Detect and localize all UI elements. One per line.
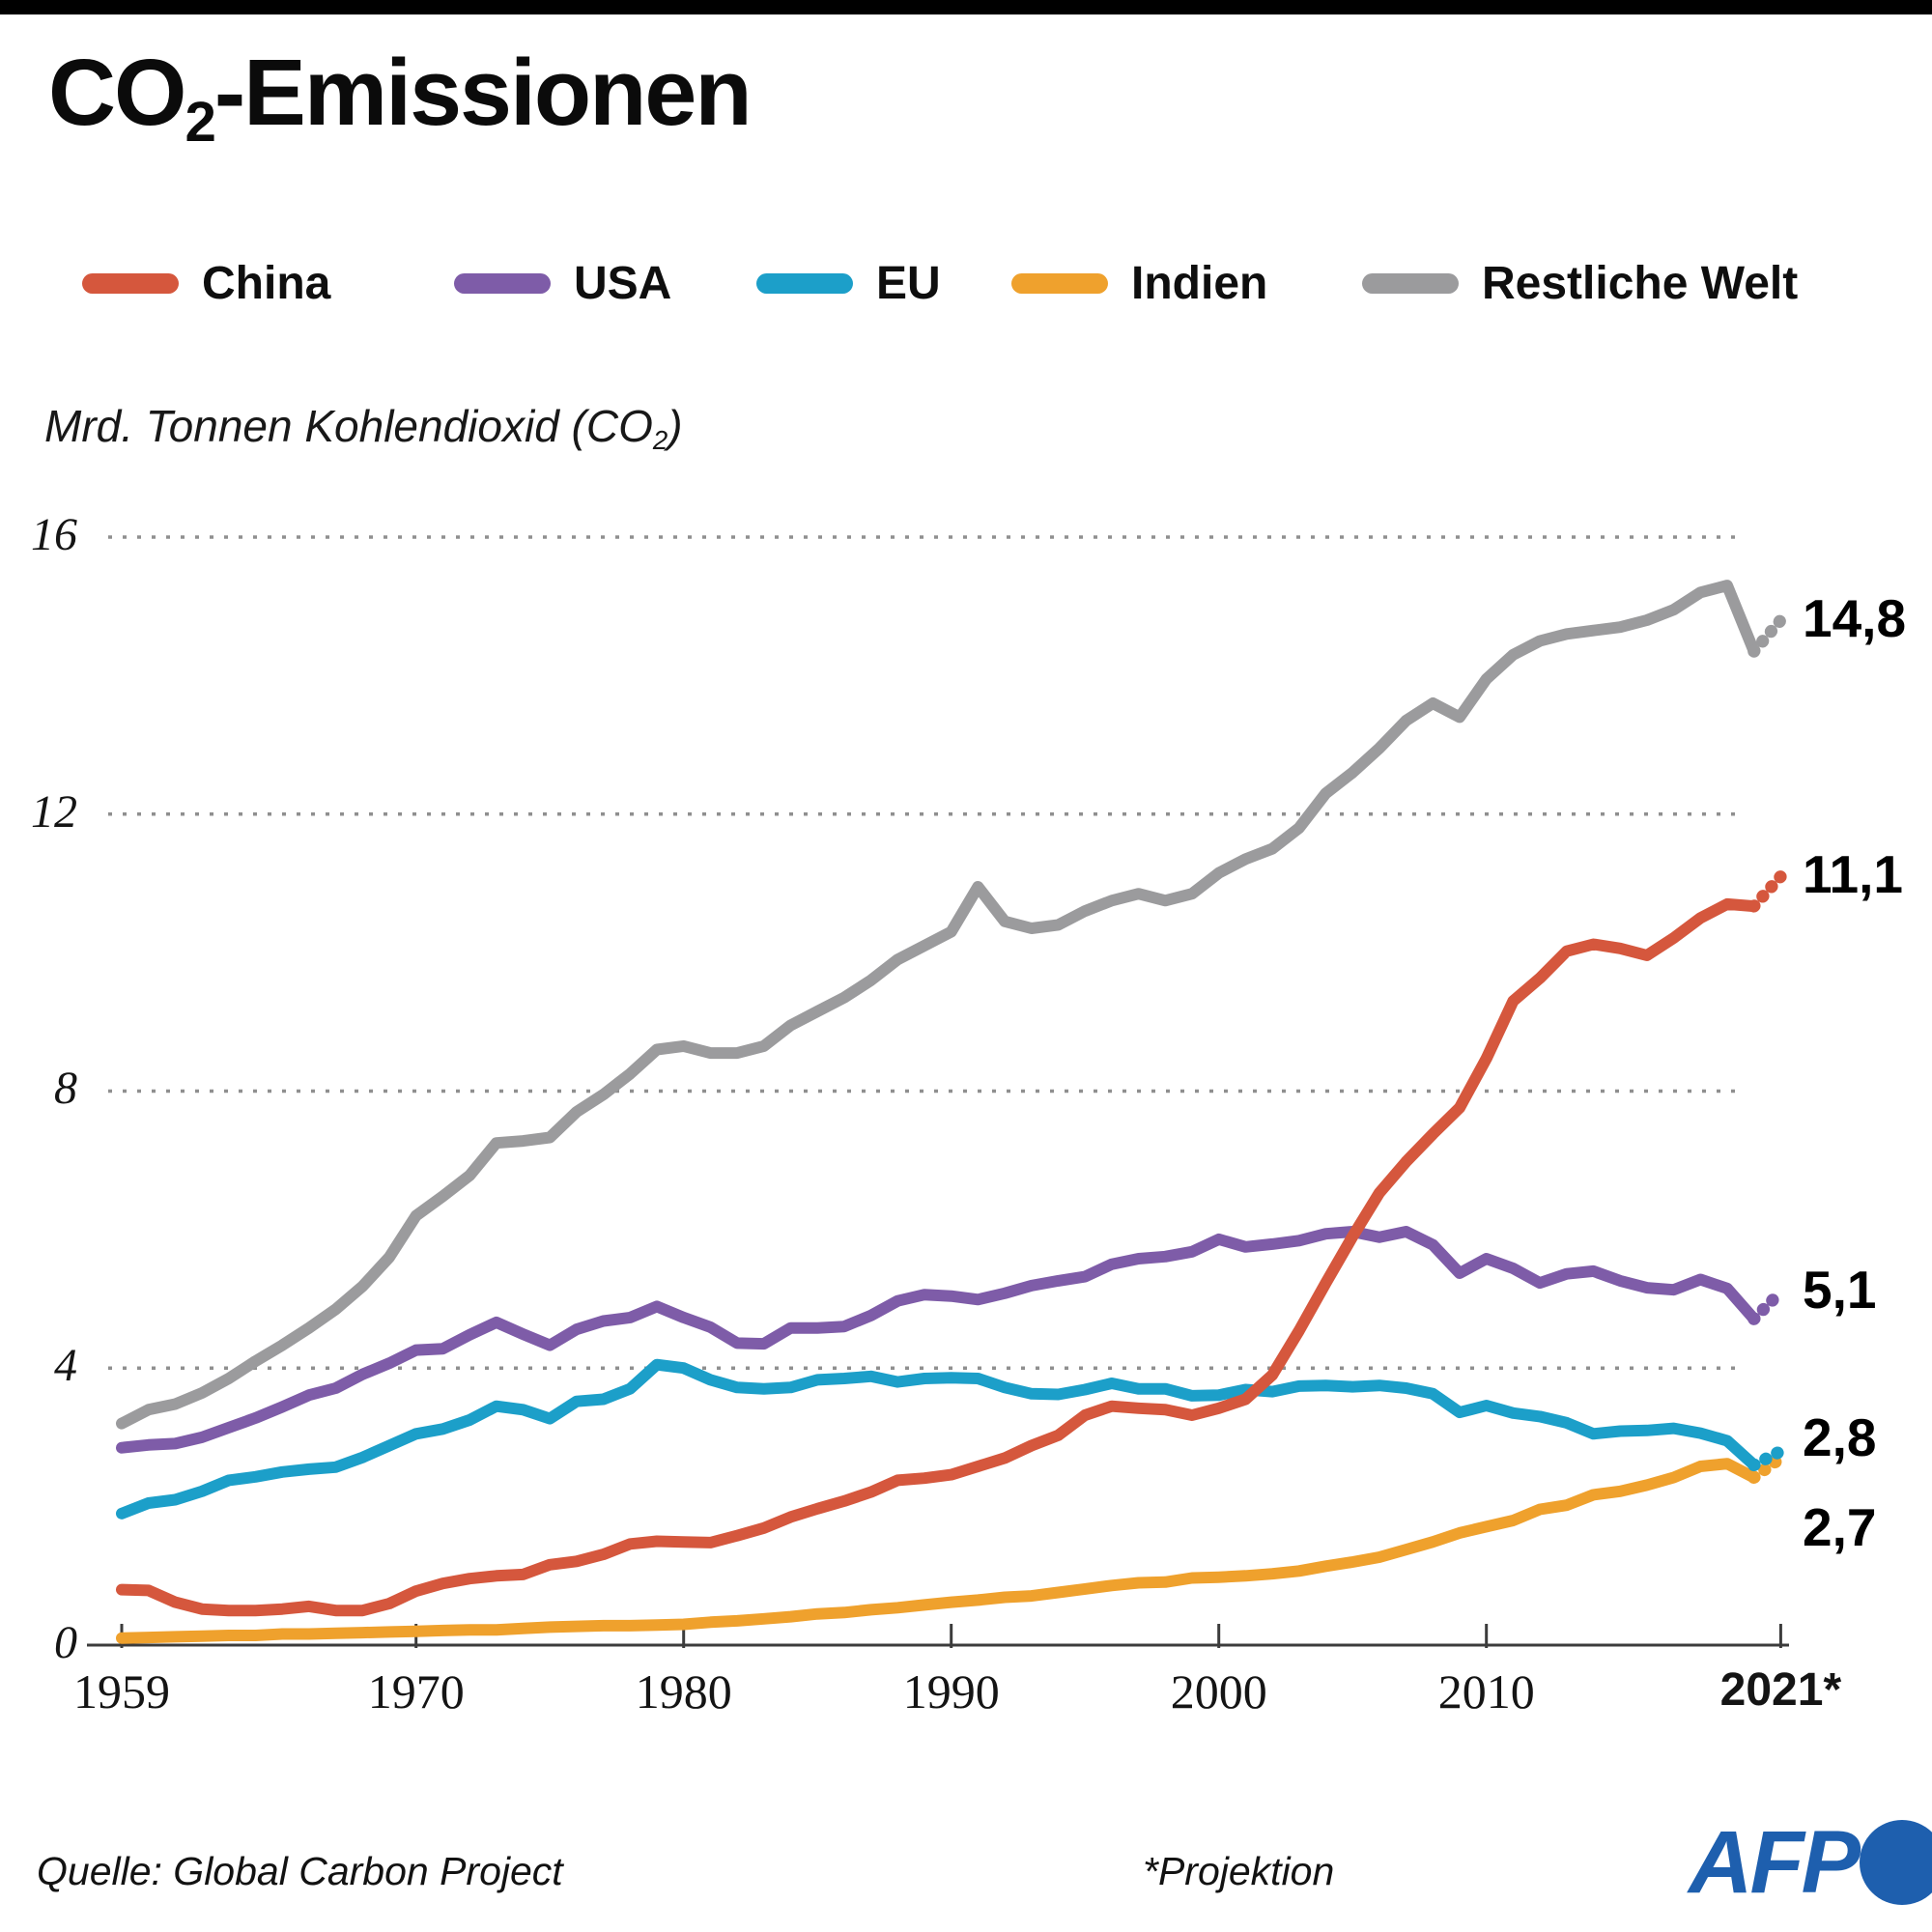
projection-segment-usa (1747, 1285, 1787, 1325)
legend-swatch-restliche-welt (1362, 272, 1459, 294)
afp-logo: AFP (1689, 1818, 1932, 1907)
source-note: Quelle: Global Carbon Project (37, 1849, 563, 1893)
projection-note: *Projektion (1143, 1849, 1335, 1893)
legend-swatch-eu (756, 272, 853, 294)
legend-label-indien: Indien (1131, 257, 1268, 309)
projection-segment-eu (1747, 1444, 1787, 1472)
legend-swatch-indien (1011, 272, 1108, 294)
series-line-usa (116, 1226, 1760, 1454)
top-accent-bar (0, 0, 1932, 14)
axis-unit-text: Mrd. Tonnen Kohlendioxid (CO (44, 401, 653, 451)
series-line-restliche-welt (116, 580, 1760, 1430)
legend-label-restliche-welt: Restliche Welt (1482, 257, 1799, 309)
legend-label-eu: EU (876, 257, 941, 309)
projection-segment-restliche-welt (1747, 613, 1787, 658)
title-subscript: 2 (185, 91, 216, 155)
projection-segment-indien (1747, 1451, 1787, 1485)
axis-unit-subscript: 2 (652, 425, 668, 456)
afp-logo-text: AFP (1689, 1813, 1861, 1912)
series-line-indien (116, 1458, 1760, 1644)
legend-swatch-usa (454, 272, 551, 294)
legend-item-indien: Indien (1011, 255, 1267, 311)
legend-swatch-china (82, 272, 179, 294)
legend-item-restliche-welt: Restliche Welt (1362, 255, 1798, 311)
legend-item-eu: EU (756, 255, 941, 311)
series-line-eu (116, 1358, 1760, 1520)
axis-unit-text-rest: ) (668, 401, 683, 451)
afp-logo-circle (1860, 1820, 1932, 1905)
legend-label-china: China (202, 257, 331, 309)
title-text-rest: -Emissionen (213, 40, 753, 145)
legend-item-china: China (82, 255, 330, 311)
page-title: CO2-Emissionen (48, 39, 753, 154)
legend-item-usa: USA (454, 255, 671, 311)
legend-label-usa: USA (574, 257, 672, 309)
axis-unit-label: Mrd. Tonnen Kohlendioxid (CO2) (44, 400, 683, 456)
title-text: CO (48, 40, 186, 145)
projection-segment-china (1747, 869, 1787, 913)
series-line-china (116, 897, 1760, 1617)
